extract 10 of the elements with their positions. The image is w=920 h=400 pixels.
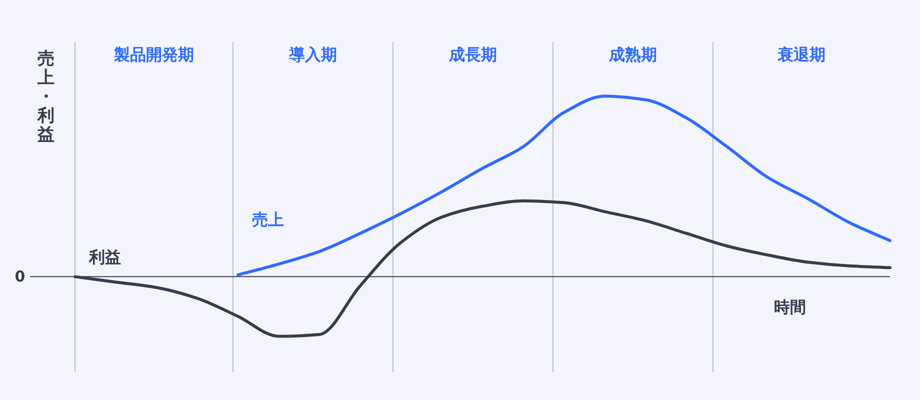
text: 成熟期	[608, 45, 657, 64]
y-axis-title: 売上・利益	[36, 49, 54, 145]
x-axis-title: 時間	[774, 298, 806, 317]
text: 成長期	[448, 45, 497, 64]
text: 0	[14, 268, 26, 286]
text: 導入期	[288, 45, 337, 64]
text: 売上	[252, 210, 284, 229]
series-label: 利益	[88, 248, 121, 267]
text: 製品開発期	[113, 45, 194, 64]
text: 衰退期	[776, 45, 826, 64]
